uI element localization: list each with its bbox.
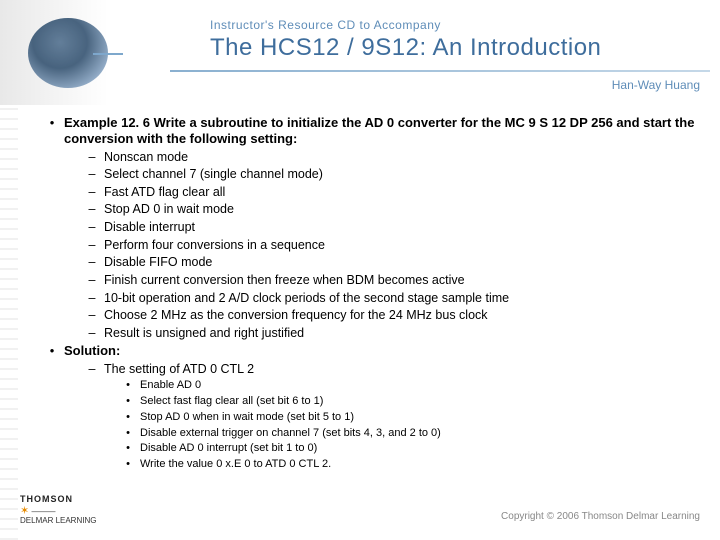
setting-item: Disable FIFO mode — [104, 255, 700, 271]
bullet-icon: • — [116, 427, 140, 441]
dash-icon: – — [80, 185, 104, 201]
dash-icon: – — [80, 202, 104, 218]
solution-subheading: The setting of ATD 0 CTL 2 — [104, 362, 700, 378]
dash-icon: – — [80, 150, 104, 166]
bullet-icon: • — [116, 458, 140, 472]
publisher-logo: THOMSON ✶ ——— DELMAR LEARNING — [20, 495, 96, 526]
dash-icon: – — [80, 238, 104, 254]
setting-item: Select channel 7 (single channel mode) — [104, 167, 700, 183]
globe-icon — [28, 18, 108, 88]
slide-header: Instructor's Resource CD to Accompany Th… — [0, 0, 720, 105]
dash-icon: – — [80, 326, 104, 342]
setting-item: Fast ATD flag clear all — [104, 185, 700, 201]
solution-item: Write the value 0 x.E 0 to ATD 0 CTL 2. — [140, 458, 700, 472]
setting-item: Finish current conversion then freeze wh… — [104, 273, 700, 289]
dash-icon: – — [80, 273, 104, 289]
solution-item: Disable AD 0 interrupt (set bit 1 to 0) — [140, 442, 700, 456]
copyright-text: Copyright © 2006 Thomson Delmar Learning — [501, 511, 700, 522]
example-heading: Example 12. 6 Write a subroutine to init… — [64, 115, 700, 148]
setting-item: Nonscan mode — [104, 150, 700, 166]
bullet-icon: • — [116, 442, 140, 456]
publisher-name-top: THOMSON — [20, 494, 73, 504]
publisher-name-bottom: DELMAR LEARNING — [20, 516, 96, 525]
dash-icon: – — [80, 291, 104, 307]
setting-item: Perform four conversions in a sequence — [104, 238, 700, 254]
setting-item: Choose 2 MHz as the conversion frequency… — [104, 308, 700, 324]
solution-item: Select fast flag clear all (set bit 6 to… — [140, 395, 700, 409]
header-subtitle: Instructor's Resource CD to Accompany — [210, 18, 710, 32]
dash-icon: – — [80, 362, 104, 378]
dash-icon: – — [80, 255, 104, 271]
slide-content: • Example 12. 6 Write a subroutine to in… — [40, 115, 700, 474]
header-author: Han-Way Huang — [612, 78, 700, 92]
setting-item: 10-bit operation and 2 A/D clock periods… — [104, 291, 700, 307]
solution-item: Enable AD 0 — [140, 379, 700, 393]
header-title: The HCS12 / 9S12: An Introduction — [210, 34, 710, 62]
bullet-icon: • — [116, 379, 140, 393]
bullet-icon: • — [40, 115, 64, 148]
bullet-icon: • — [116, 411, 140, 425]
dash-icon: – — [80, 308, 104, 324]
setting-item: Stop AD 0 in wait mode — [104, 202, 700, 218]
solution-label: Solution: — [64, 343, 700, 359]
solution-item: Stop AD 0 when in wait mode (set bit 5 t… — [140, 411, 700, 425]
bullet-icon: • — [40, 343, 64, 359]
setting-item: Result is unsigned and right justified — [104, 326, 700, 342]
bullet-icon: • — [116, 395, 140, 409]
dash-icon: – — [80, 220, 104, 236]
solution-item: Disable external trigger on channel 7 (s… — [140, 427, 700, 441]
dash-icon: – — [80, 167, 104, 183]
setting-item: Disable interrupt — [104, 220, 700, 236]
header-divider — [170, 70, 710, 72]
